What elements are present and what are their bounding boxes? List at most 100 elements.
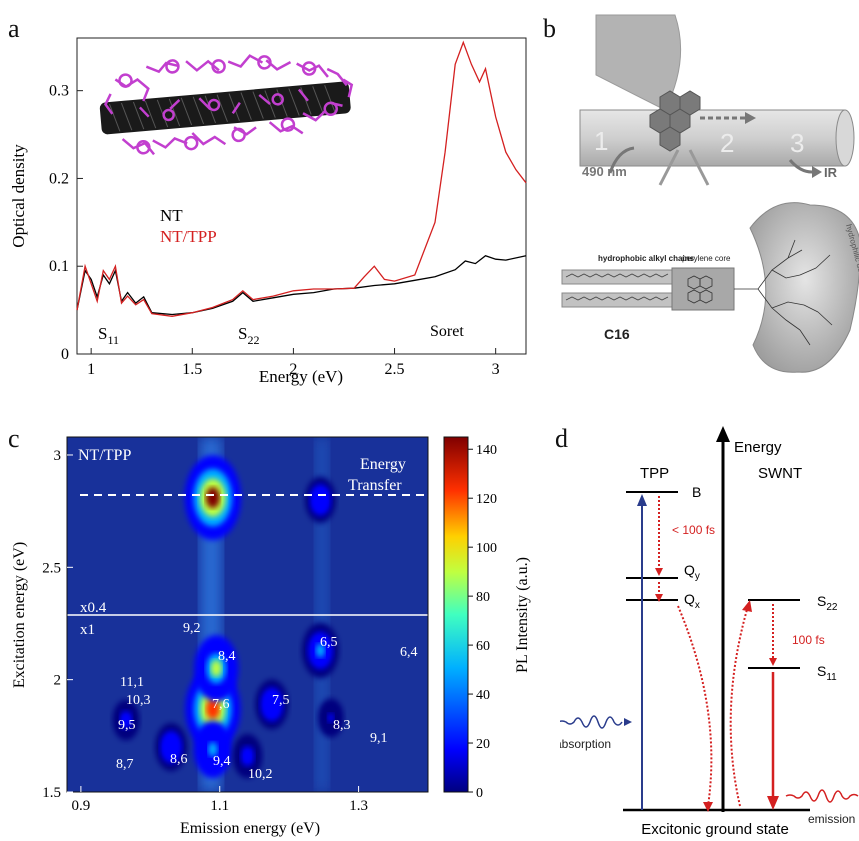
colorbar-tick-label: 0 bbox=[476, 786, 483, 801]
chirality-label: 8,7 bbox=[116, 757, 134, 772]
a-ylabel: Optical density bbox=[9, 144, 28, 248]
chirality-label: 9,5 bbox=[118, 718, 136, 733]
energy-transfer-label-1: Energy bbox=[360, 456, 406, 473]
level-s11-label: S11 bbox=[817, 663, 837, 683]
annot-s22: S22 bbox=[238, 324, 259, 347]
panel-a-letter: a bbox=[8, 14, 20, 43]
level-b-label: B bbox=[692, 484, 701, 500]
level-qy-label: Qy bbox=[684, 562, 700, 582]
a-ytick-label: 0 bbox=[61, 346, 69, 363]
emission-label: emission bbox=[808, 812, 855, 826]
colorbar-tick-label: 60 bbox=[476, 639, 490, 654]
pl-peak bbox=[205, 487, 220, 509]
c-ytick-label: 3 bbox=[54, 448, 62, 464]
chirality-label: 7,5 bbox=[272, 693, 290, 708]
absorption-wave-icon bbox=[560, 715, 623, 729]
legend-nt-tpp: NT/TPP bbox=[160, 227, 217, 246]
a-xtick-label: 1.5 bbox=[182, 361, 202, 378]
a-xtick-label: 1 bbox=[87, 361, 95, 378]
a-xtick-label: 3 bbox=[492, 361, 500, 378]
step-1: 1 bbox=[594, 126, 608, 156]
c-ytick-label: 1.5 bbox=[42, 785, 61, 801]
chirality-label: 11,1 bbox=[120, 675, 144, 690]
c-xlabel: Emission energy (eV) bbox=[180, 820, 320, 837]
annot-soret: Soret bbox=[430, 323, 464, 340]
pl-peak bbox=[267, 698, 276, 711]
plot-frame bbox=[76, 37, 527, 355]
level-s22-label: S22 bbox=[817, 593, 838, 613]
series-line-nt-tpp bbox=[76, 40, 527, 317]
colorbar-tick-label: 80 bbox=[476, 590, 490, 605]
panel-c-letter: c bbox=[8, 424, 20, 453]
scale-top-label: x0.4 bbox=[80, 600, 107, 616]
scale-bottom-label: x1 bbox=[80, 622, 95, 638]
transfer-arrow-down bbox=[677, 605, 713, 807]
colorbar-tick-label: 40 bbox=[476, 688, 490, 703]
c-xtick-label: 1.1 bbox=[210, 798, 229, 814]
panel-b-letter: b bbox=[543, 14, 556, 43]
pl-peak bbox=[205, 698, 220, 720]
panel-d-energy-diagram: Energy TPP SWNT Excitonic ground state B… bbox=[560, 426, 859, 838]
pl-peak bbox=[208, 742, 218, 757]
pl-peak bbox=[167, 741, 176, 754]
relax-label-tpp: < 100 fs bbox=[672, 523, 715, 537]
perylene-block bbox=[671, 267, 735, 311]
c-ytick-label: 2.5 bbox=[42, 560, 61, 576]
a-xlabel: Energy (eV) bbox=[259, 367, 343, 386]
energy-label: Energy bbox=[734, 439, 782, 456]
nanotube-end bbox=[835, 109, 855, 167]
c-xtick-label: 1.3 bbox=[349, 798, 368, 814]
a-xtick-label: 2.5 bbox=[385, 361, 405, 378]
colorbar-tick-label: 120 bbox=[476, 492, 497, 507]
level-qx-label: Qx bbox=[684, 591, 700, 611]
c-ylabel: Excitation energy (eV) bbox=[11, 542, 28, 688]
chirality-label: 8,6 bbox=[170, 752, 188, 767]
pl-peak bbox=[316, 494, 325, 506]
series-line-nt bbox=[76, 254, 527, 316]
c-xtick-label: 0.9 bbox=[72, 798, 91, 814]
chirality-label: 10,3 bbox=[126, 693, 151, 708]
pl-peak bbox=[210, 660, 222, 677]
a-ytick-label: 0.2 bbox=[49, 170, 69, 187]
heatmap-title: NT/TPP bbox=[78, 447, 131, 464]
heatmap-frame bbox=[66, 436, 429, 793]
step-3: 3 bbox=[790, 128, 804, 158]
a-ytick-label: 0.3 bbox=[49, 83, 69, 100]
emission-wave-icon bbox=[785, 789, 859, 803]
energy-transfer-label-2: Transfer bbox=[348, 477, 402, 494]
step-2: 2 bbox=[720, 128, 734, 158]
swnt-label: SWNT bbox=[758, 465, 802, 482]
ir-label: IR bbox=[824, 165, 838, 180]
a-ytick-label: 0.1 bbox=[49, 258, 69, 275]
pl-peak bbox=[315, 643, 326, 658]
panel-a-absorption-chart: 1 1.5 2 2.5 3 0 0.1 0.2 0.3 NT NT/TPP S11 S22 So… bbox=[9, 37, 527, 386]
nanotube-illustration bbox=[99, 54, 354, 156]
panel-d-letter: d bbox=[555, 424, 568, 453]
relax-label-swnt: 100 fs bbox=[792, 633, 825, 647]
chirality-label: 10,2 bbox=[248, 767, 273, 782]
chirality-label: 8,4 bbox=[218, 649, 236, 664]
ground-state-label: Excitonic ground state bbox=[641, 821, 789, 838]
chirality-label: 9,1 bbox=[370, 731, 388, 746]
panel-c-heatmap: NT/TPP Energy Transfer x0.4 x1 9,2 8,4 6,5… bbox=[11, 436, 531, 837]
perylene-core-label: perylene core bbox=[682, 254, 731, 263]
chirality-label: 7,6 bbox=[212, 697, 230, 712]
c-ytick-label: 2 bbox=[54, 673, 62, 689]
panel-b-schematic: 1 2 3 490 nm IR hydrophobic alkyl chains… bbox=[561, 14, 859, 373]
tpp-label: TPP bbox=[640, 465, 669, 482]
alkyl-chains-label: hydrophobic alkyl chains bbox=[598, 254, 695, 263]
a-xtick-label: 2 bbox=[289, 361, 297, 378]
annot-s11: S11 bbox=[98, 324, 119, 347]
c16-label: C16 bbox=[604, 326, 630, 342]
colorbar bbox=[443, 436, 469, 793]
colorbar-tick-label: 100 bbox=[476, 541, 497, 556]
transfer-arrow-up bbox=[729, 605, 749, 807]
hydrophilic-dendron-blob bbox=[749, 202, 859, 373]
pl-peak bbox=[327, 712, 335, 723]
chirality-label: 8,3 bbox=[333, 718, 351, 733]
pl-peak bbox=[122, 715, 130, 726]
chirality-label: 12,1 bbox=[172, 807, 197, 822]
chirality-label: 11,3 bbox=[152, 793, 176, 808]
alkyl-chains bbox=[561, 269, 673, 308]
colorbar-label: PL Intensity (a.u.) bbox=[514, 557, 531, 673]
